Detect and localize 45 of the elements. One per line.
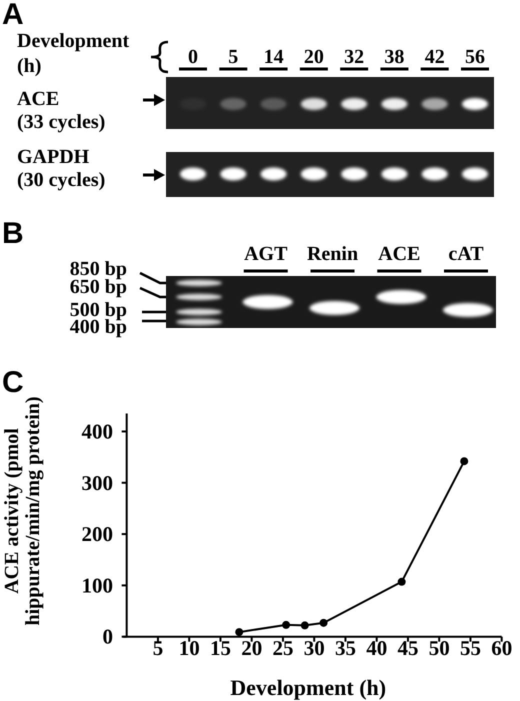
y-tick-label: 0 [102, 624, 113, 649]
point [398, 578, 406, 586]
x-tick-label: 45 [397, 636, 418, 660]
category-label: 38 [384, 46, 404, 68]
y-tick-label: 200 [82, 522, 113, 546]
category-label: 14 [264, 46, 284, 68]
x-tick-label: 20 [241, 636, 262, 660]
category-label: Renin [306, 243, 358, 265]
category-label: ACE [378, 243, 420, 265]
text: A [2, 0, 24, 31]
point [300, 621, 309, 630]
x-tick-label: 50 [428, 636, 450, 660]
point [282, 620, 290, 629]
x-tick-label: 30 [304, 636, 325, 660]
y-tick-label: 400 [82, 419, 113, 444]
category-label: cAT [448, 243, 484, 265]
text: Development (h) [17, 30, 130, 77]
x-tick-label: 25 [272, 636, 294, 660]
category-label: 0 [188, 46, 198, 68]
text: ACE (33 cycles) [17, 88, 106, 133]
x-tick-label: 55 [460, 636, 481, 660]
category-label: 32 [344, 46, 364, 68]
point [460, 457, 468, 466]
x-axis-title: Development (h) [230, 675, 386, 700]
x-tick-label: 35 [334, 636, 356, 660]
text: B [2, 217, 24, 250]
category-label: 42 [424, 46, 445, 68]
text: 500 bp [70, 299, 127, 321]
x-tick-label: 10 [178, 636, 200, 660]
x-tick-label: 5 [152, 636, 164, 660]
y-tick-label: 100 [82, 573, 113, 598]
x-tick-label: 40 [366, 636, 388, 660]
text: 850 bp [70, 258, 127, 280]
y-tick-label: 300 [82, 470, 113, 495]
category-label: 56 [465, 46, 485, 68]
point [235, 628, 244, 636]
y-axis-title: ACE activity (pmol hippurate/min/mg protein) [1, 396, 44, 626]
category-label: 5 [228, 46, 238, 68]
chart-title: C [2, 366, 24, 399]
x-tick-label: 60 [491, 636, 512, 660]
category-label: AGT [244, 243, 288, 265]
point [320, 618, 328, 627]
x-tick-label: 15 [210, 636, 231, 660]
category-label: 20 [304, 46, 324, 68]
text: GAPDH (30 cycles) [17, 146, 106, 191]
